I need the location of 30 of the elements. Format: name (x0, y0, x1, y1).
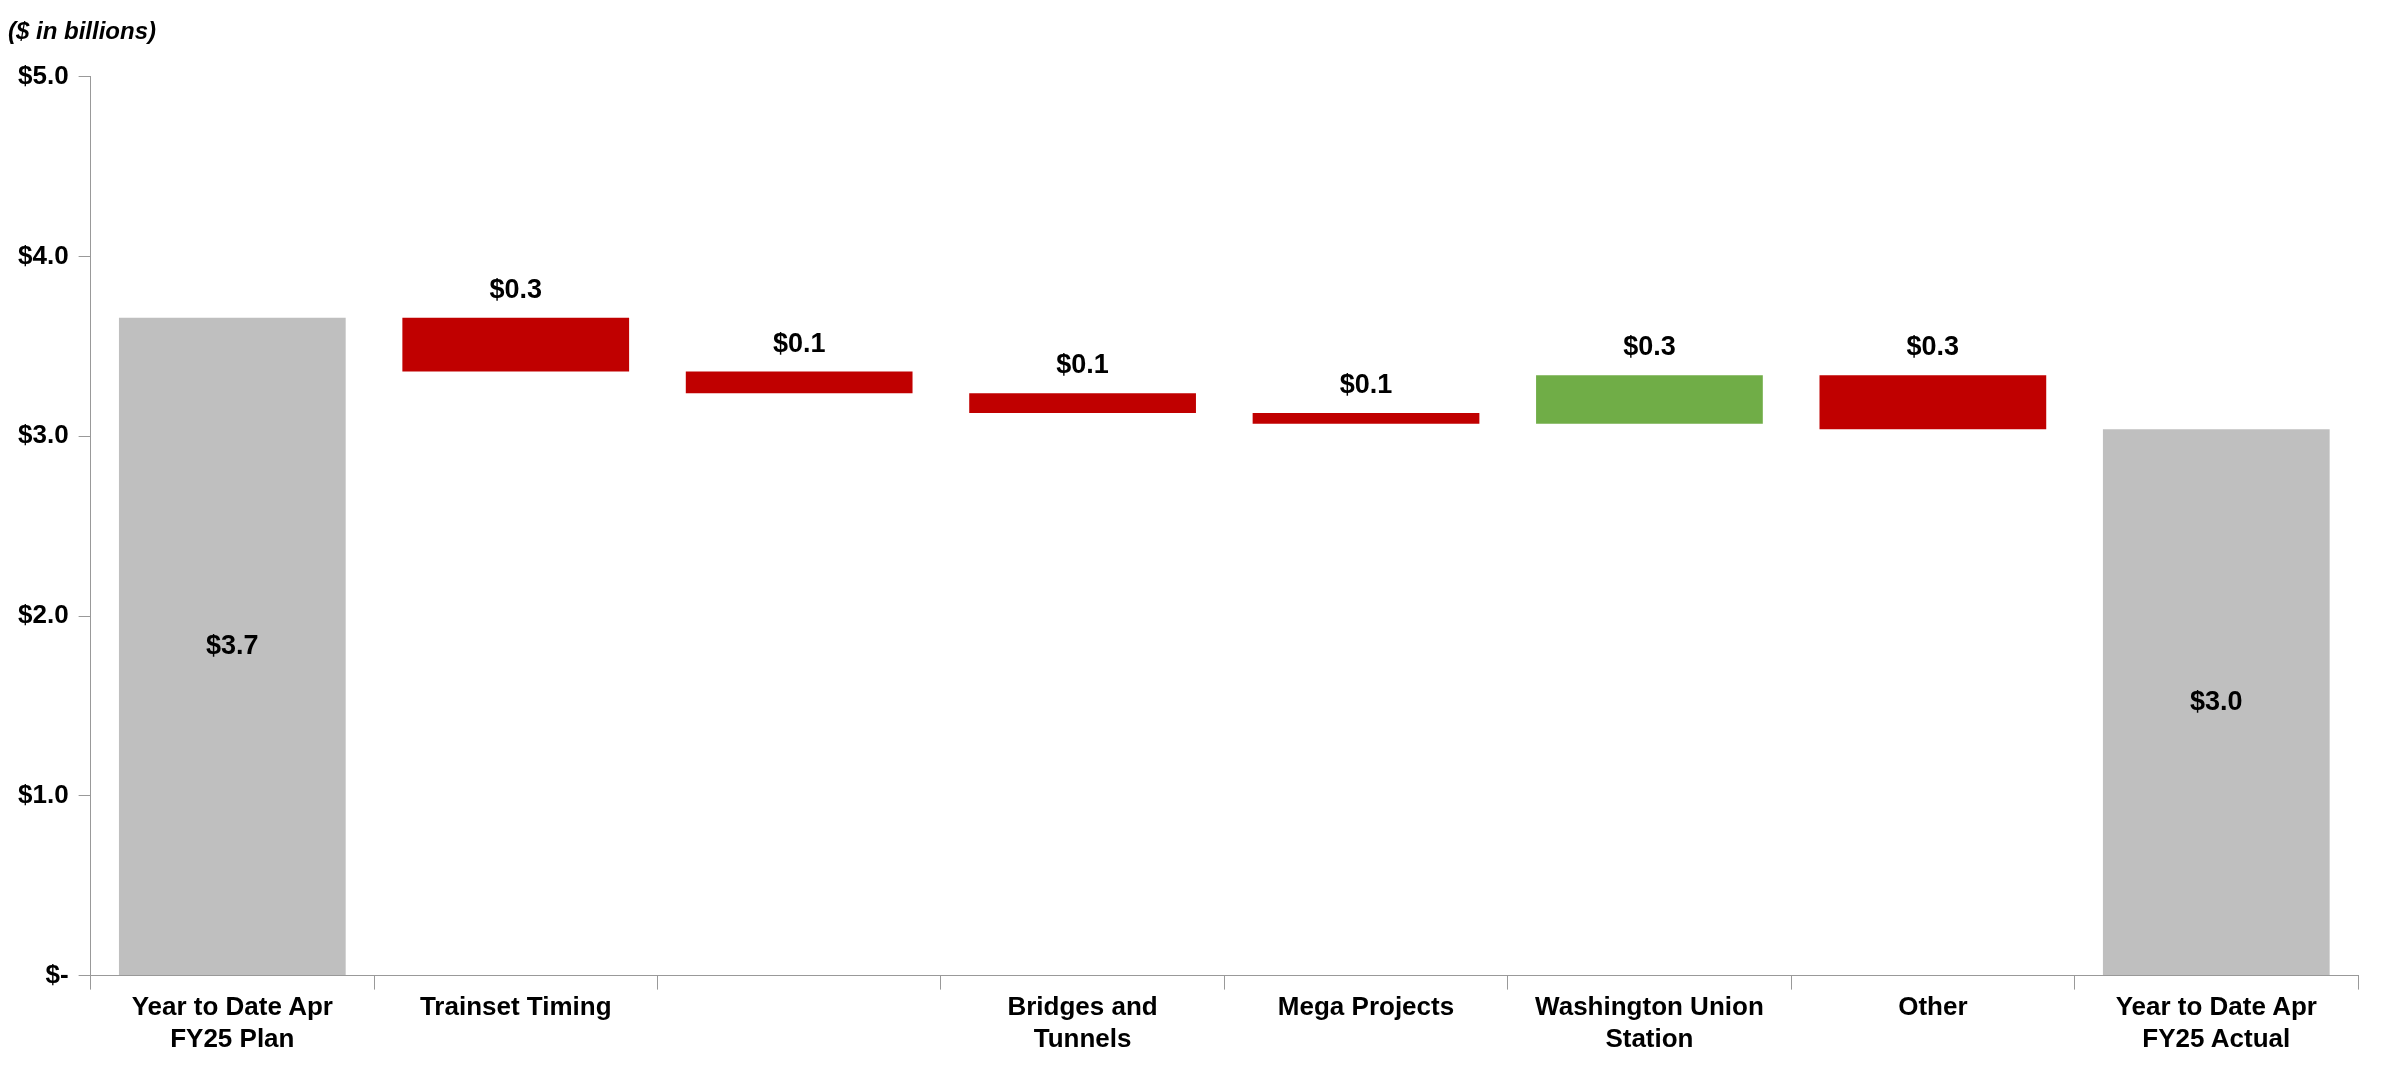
x-tick-label: Trainset Timing (419, 991, 612, 1022)
bar (969, 393, 1196, 413)
data-label: $0.1 (1056, 349, 1109, 380)
y-tick-label: $1.0 (17, 779, 69, 810)
bar (402, 317, 630, 372)
bar (2102, 429, 2330, 976)
bar (118, 317, 346, 976)
y-tick-label: $5.0 (17, 59, 69, 90)
x-tick-label: Year to Date Apr FY25 Plan (131, 991, 333, 1053)
x-tick-label: Washington Union Station (1535, 991, 1764, 1053)
x-tick-label: Other (1898, 991, 1968, 1022)
bar (1819, 375, 2047, 430)
x-tick-label: Bridges and Tunnels (1007, 991, 1158, 1053)
x-tick-label: Mega Projects (1277, 991, 1455, 1022)
data-label: $3.7 (206, 630, 259, 661)
bar (685, 371, 913, 394)
x-tick-label: Year to Date Apr FY25 Actual (2115, 991, 2317, 1053)
y-tick-label: $4.0 (17, 239, 69, 270)
bar (1536, 375, 1763, 424)
data-label: $0.3 (1906, 331, 1960, 362)
y-tick-label: $2.0 (17, 599, 69, 630)
chart-title: ($ in billions) (8, 17, 156, 45)
data-label: $0.3 (1623, 331, 1676, 362)
y-tick-label: $3.0 (17, 419, 69, 450)
data-label: $0.1 (1339, 368, 1393, 399)
data-label: $3.0 (2190, 685, 2243, 716)
data-label: $0.3 (489, 273, 543, 304)
bar (1252, 412, 1480, 424)
y-tick-label: $- (45, 958, 69, 989)
data-label: $0.1 (772, 327, 826, 358)
